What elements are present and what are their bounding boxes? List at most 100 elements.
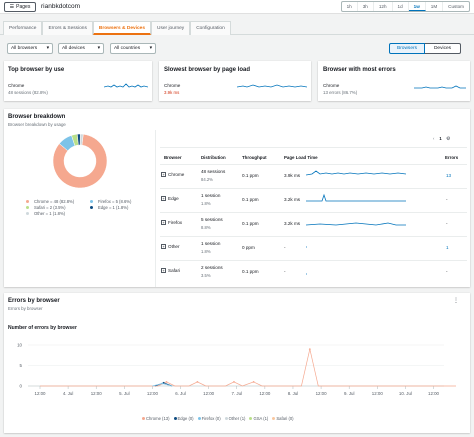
chevron-left-icon[interactable]: ‹ bbox=[433, 136, 435, 141]
view-segmented-control: Browsers Devices bbox=[389, 43, 461, 54]
page-load-value: 3.2k ms bbox=[284, 197, 301, 202]
devices-filter[interactable]: All devices ▾ bbox=[58, 43, 104, 54]
expand-icon[interactable]: + bbox=[161, 220, 166, 225]
browsers-filter[interactable]: All browsers ▾ bbox=[7, 43, 53, 54]
x-tick-label: 12:00 bbox=[35, 391, 47, 396]
chevron-down-icon: ▾ bbox=[97, 46, 100, 51]
chart-legend-item[interactable]: GSA (1) bbox=[249, 416, 268, 421]
chart-legend-item[interactable]: Firefox (0) bbox=[197, 416, 221, 421]
tab-performance[interactable]: Performance bbox=[3, 21, 43, 35]
table-row: + Edge 1 session 1.8% 0.1 ppm 3.2k ms - bbox=[156, 188, 471, 212]
legend-swatch bbox=[272, 417, 276, 420]
chart-legend-item[interactable]: Safari (0) bbox=[272, 416, 294, 421]
divider bbox=[160, 147, 467, 148]
expand-icon[interactable]: + bbox=[161, 244, 166, 249]
settings-icon[interactable]: ⚙ bbox=[446, 136, 451, 142]
x-tick-label: 6. Jul bbox=[175, 391, 186, 396]
tab-errors-sessions[interactable]: Errors & Sessions bbox=[42, 21, 93, 35]
chart-legend-item[interactable]: Chrome (13) bbox=[142, 416, 170, 421]
x-tick-label: 10. Jul bbox=[399, 391, 412, 396]
x-tick-label: 12:00 bbox=[147, 391, 159, 396]
errors-line-chart: 10 5 0 12:00 4. Jul 12:00 5. Jul 12:00 6. Jul 12:… bbox=[17, 343, 456, 396]
errors-value: - bbox=[446, 269, 448, 274]
devices-segment[interactable]: Devices bbox=[425, 43, 461, 54]
errors-value: - bbox=[446, 197, 448, 202]
browser-cell[interactable]: + Chrome bbox=[161, 172, 184, 177]
throughput-value: 0.1 ppm bbox=[242, 197, 259, 202]
sessions-pct: 1.8% bbox=[201, 249, 211, 254]
chart-legend-item[interactable]: Other (1) bbox=[224, 416, 245, 421]
errors-by-browser-panel: Errors by browser Errors by browser ⋮ Nu… bbox=[4, 293, 470, 433]
throughput-value: 0.1 ppm bbox=[242, 173, 259, 178]
time-range-1m[interactable]: 1M bbox=[426, 2, 444, 11]
panel-subtitle: Browser breakdown by usage bbox=[8, 122, 66, 127]
tab-configuration[interactable]: Configuration bbox=[190, 21, 231, 35]
browser-cell[interactable]: + Other bbox=[161, 244, 180, 249]
sessions-pct: 8.8% bbox=[201, 225, 211, 230]
expand-icon[interactable]: + bbox=[161, 196, 166, 201]
pie-slice[interactable] bbox=[52, 133, 108, 189]
pages-button[interactable]: ☰ Pages bbox=[4, 2, 36, 12]
legend-label: Firefox = 5 (8.6%) bbox=[98, 199, 132, 204]
chevron-right-icon[interactable]: › bbox=[446, 136, 449, 141]
browser-cell[interactable]: + Edge bbox=[161, 196, 179, 201]
series-point bbox=[165, 381, 168, 383]
sessions-pct: 84.2% bbox=[201, 177, 213, 182]
table-row: + Chrome 48 sessions 84.2% 0.1 ppm 3.9k … bbox=[156, 164, 471, 188]
errors-value[interactable]: 13 bbox=[446, 173, 452, 178]
pie-legend-item[interactable]: Edge = 1 (1.8%) bbox=[90, 205, 128, 210]
pie-legend-item[interactable]: Chrome = 48 (82.8%) bbox=[26, 199, 74, 204]
sparkline bbox=[104, 83, 148, 88]
table-row: + Firefox 5 sessions 8.8% 0.1 ppm 3.2k m… bbox=[156, 212, 471, 236]
page-load-value: 3.9k ms bbox=[284, 173, 301, 178]
pie-legend-item[interactable]: Safari = 2 (3.5%) bbox=[26, 205, 66, 210]
browsers-segment[interactable]: Browsers bbox=[389, 43, 425, 54]
card-browser-name: Chrome bbox=[323, 83, 340, 88]
countries-filter[interactable]: All countries ▾ bbox=[110, 43, 156, 54]
pie-legend-item[interactable]: Firefox = 5 (8.6%) bbox=[90, 199, 131, 204]
time-range-3h[interactable]: 3h bbox=[358, 2, 374, 11]
card-browser-name: Chrome bbox=[164, 83, 181, 88]
chart-legend-item[interactable]: Edge (0) bbox=[173, 416, 194, 421]
expand-icon[interactable]: + bbox=[161, 172, 166, 177]
legend-swatch bbox=[173, 417, 177, 420]
panel-title: Browser breakdown bbox=[8, 114, 66, 120]
time-range-1d[interactable]: 1d bbox=[393, 2, 409, 11]
card-title: Top browser by use bbox=[8, 67, 65, 73]
chevron-down-icon: ▾ bbox=[46, 46, 49, 51]
load-sparkline bbox=[306, 222, 406, 226]
time-range-1h[interactable]: 1h bbox=[342, 2, 358, 11]
tab-bar: Performance Errors & Sessions Browsers & D… bbox=[0, 21, 474, 35]
tab-user-journey[interactable]: User journey bbox=[151, 21, 191, 35]
more-options-icon[interactable]: ⋮ bbox=[453, 298, 459, 304]
browser-name: Edge bbox=[168, 196, 179, 201]
load-sparkline bbox=[306, 273, 307, 275]
pie-legend-item[interactable]: Other = 1 (1.8%) bbox=[26, 211, 65, 216]
legend-swatch bbox=[26, 200, 29, 203]
tab-browsers-devices[interactable]: Browsers & Devices bbox=[92, 21, 151, 35]
top-bar: ☰ Pages rianbkdotcom 1h 3h 12h 1d 1w 1M Custom bbox=[0, 0, 474, 14]
series-line bbox=[40, 349, 456, 387]
load-sparkline bbox=[306, 193, 406, 202]
col-distribution: Distribution bbox=[201, 155, 226, 160]
card-browser-name: Chrome bbox=[8, 83, 25, 88]
browser-cell[interactable]: + Safari bbox=[161, 268, 180, 273]
col-browser: Browser bbox=[164, 155, 182, 160]
browser-cell[interactable]: + Firefox bbox=[161, 220, 182, 225]
errors-value[interactable]: 1 bbox=[446, 245, 449, 250]
x-tick-label: 12:00 bbox=[428, 391, 440, 396]
col-throughput: Throughput bbox=[242, 155, 267, 160]
legend-swatch bbox=[142, 417, 145, 420]
most-errors-card: Browser with most errors Chrome 13 error… bbox=[318, 61, 470, 101]
legend-swatch bbox=[224, 417, 228, 420]
legend-label: GSA (1) bbox=[253, 416, 269, 421]
sessions-count: 1 session bbox=[201, 241, 221, 246]
page-number[interactable]: 1 bbox=[439, 136, 442, 141]
time-range-12h[interactable]: 12h bbox=[374, 2, 393, 11]
time-range-custom[interactable]: Custom bbox=[448, 4, 464, 9]
pie-slice[interactable] bbox=[79, 133, 84, 146]
throughput-value: 0.1 ppm bbox=[242, 221, 259, 226]
y-tick-label: 10 bbox=[17, 343, 22, 348]
time-range-1w[interactable]: 1w bbox=[408, 2, 426, 11]
expand-icon[interactable]: + bbox=[161, 268, 166, 273]
